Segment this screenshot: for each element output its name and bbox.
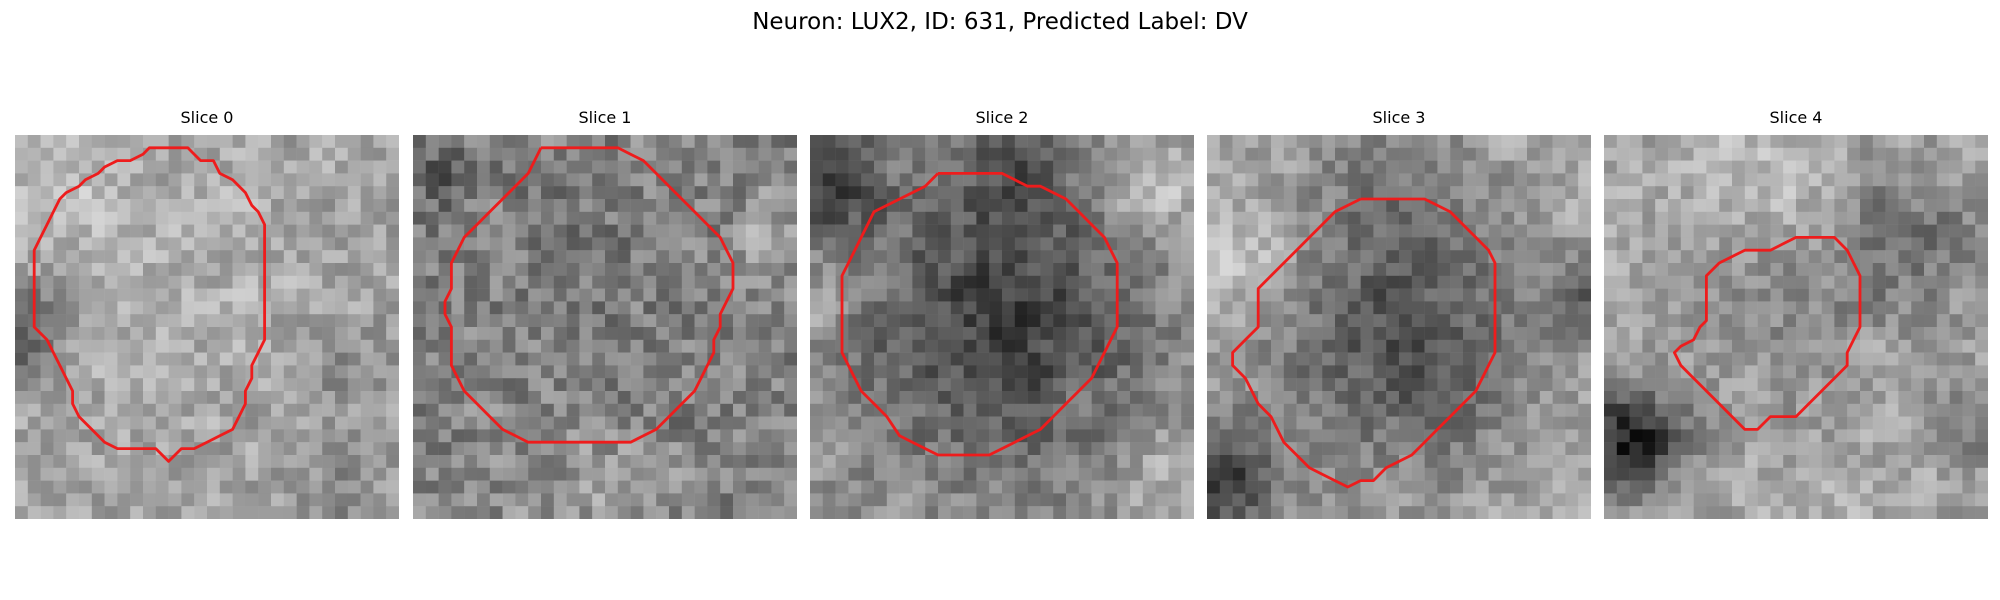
slice-title-3: Slice 3 <box>1372 108 1426 127</box>
image-pixels <box>810 135 1194 519</box>
slice-panel-4: Slice 4 <box>1604 108 1988 519</box>
slice-panel-1: Slice 1 <box>413 108 797 519</box>
slice-title-2: Slice 2 <box>975 108 1029 127</box>
slice-title-4: Slice 4 <box>1769 108 1823 127</box>
slice-image-3 <box>1207 135 1591 519</box>
slice-image-0 <box>15 135 399 519</box>
image-pixels <box>1604 135 1988 519</box>
image-pixels <box>1207 135 1591 519</box>
figure-title: Neuron: LUX2, ID: 631, Predicted Label: … <box>752 9 1248 35</box>
slice-panel-3: Slice 3 <box>1207 108 1591 519</box>
segmentation-contour <box>443 146 735 444</box>
slice-title-1: Slice 1 <box>578 108 632 127</box>
slice-image-2 <box>810 135 1194 519</box>
segmentation-contour <box>32 146 267 463</box>
image-pixels <box>413 135 797 519</box>
segmentation-contour <box>1231 197 1497 489</box>
slice-panel-2: Slice 2 <box>810 108 1194 519</box>
slice-image-1 <box>413 135 797 519</box>
segmentation-contour <box>840 171 1119 457</box>
slice-title-0: Slice 0 <box>180 108 234 127</box>
slice-panel-0: Slice 0 <box>15 108 399 519</box>
segmentation-contour <box>1672 235 1862 431</box>
image-pixels <box>15 135 399 519</box>
slice-image-4 <box>1604 135 1988 519</box>
